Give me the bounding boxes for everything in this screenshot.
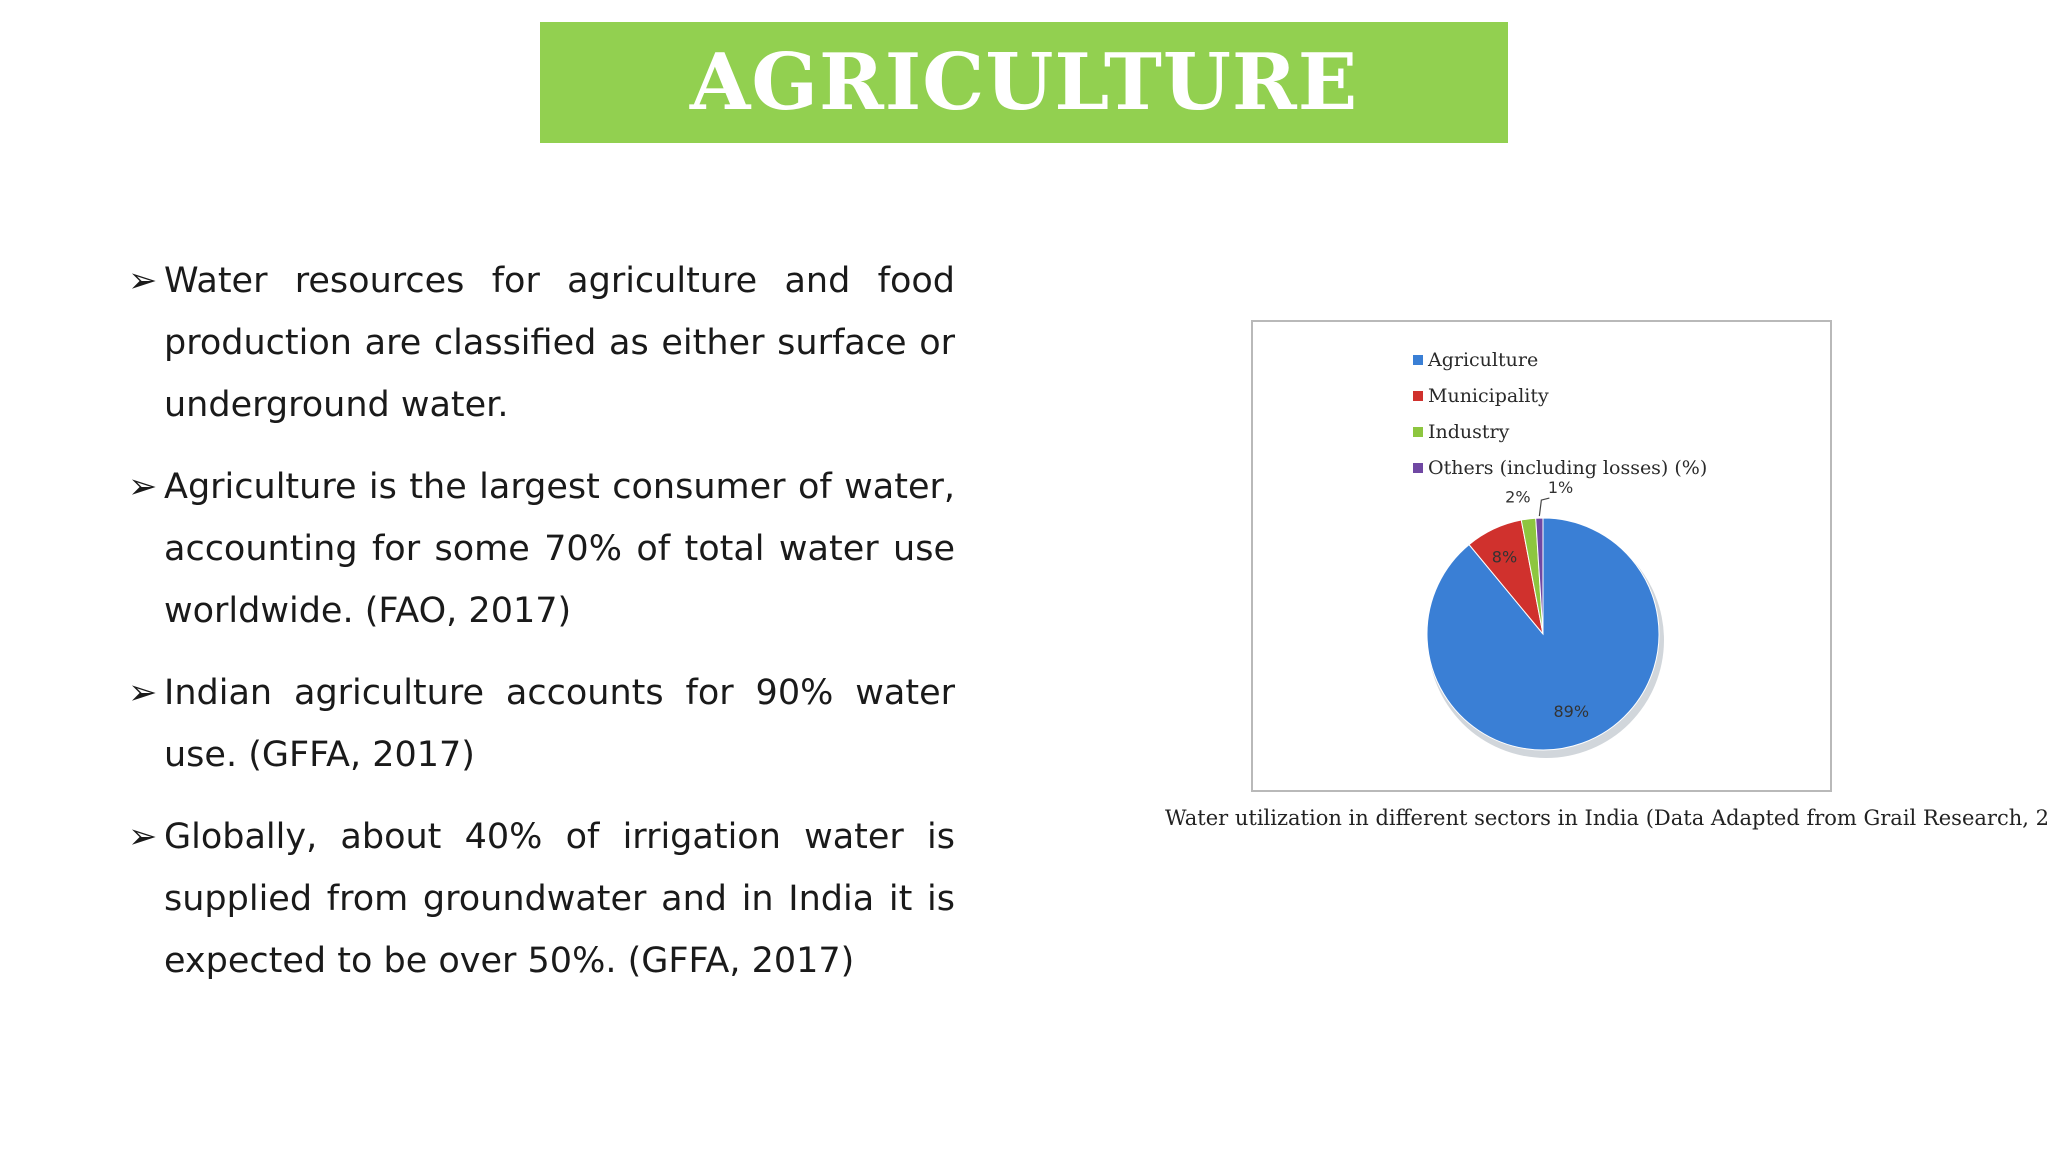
bullet-item: ➢ Agriculture is the largest consumer of… xyxy=(128,456,955,642)
chart-legend: Agriculture Municipality Industry Others… xyxy=(1413,342,1707,486)
arrow-bullet-icon: ➢ xyxy=(128,261,158,301)
arrow-bullet-icon: ➢ xyxy=(128,673,158,713)
bullet-text: Globally, about 40% of irrigation water … xyxy=(164,817,955,981)
legend-item-others: Others (including losses) (%) xyxy=(1413,450,1707,486)
bullet-item: ➢ Indian agriculture accounts for 90% wa… xyxy=(128,662,955,786)
legend-swatch xyxy=(1413,391,1423,401)
legend-label: Agriculture xyxy=(1428,349,1539,371)
title-banner: AGRICULTURE xyxy=(540,22,1508,143)
pie-data-label: 8% xyxy=(1492,548,1517,567)
bullet-text: Indian agriculture accounts for 90% wate… xyxy=(164,673,955,775)
legend-item-agriculture: Agriculture xyxy=(1413,342,1707,378)
bullet-text: Agriculture is the largest consumer of w… xyxy=(164,467,955,631)
legend-label: Municipality xyxy=(1428,385,1549,407)
arrow-bullet-icon: ➢ xyxy=(128,467,158,507)
bullet-text: Water resources for agriculture and food… xyxy=(164,261,955,425)
bullet-list: ➢ Water resources for agriculture and fo… xyxy=(128,250,955,1012)
pie-slice-others xyxy=(1535,517,1544,635)
legend-label: Others (including losses) (%) xyxy=(1428,457,1708,479)
legend-item-municipality: Municipality xyxy=(1413,378,1707,414)
bullet-item: ➢ Globally, about 40% of irrigation wate… xyxy=(128,806,955,992)
pie-chart: 89% 8% 2% 1% xyxy=(1426,478,1664,758)
legend-swatch xyxy=(1413,463,1423,473)
legend-swatch xyxy=(1413,355,1423,365)
figure-caption: Water utilization in different sectors i… xyxy=(1165,806,2048,830)
legend-item-industry: Industry xyxy=(1413,414,1707,450)
pie-data-label: 2% xyxy=(1505,488,1530,507)
legend-label: Industry xyxy=(1428,421,1510,443)
pie-chart-figure: Agriculture Municipality Industry Others… xyxy=(1251,320,1832,792)
slide-title: AGRICULTURE xyxy=(689,36,1359,128)
arrow-bullet-icon: ➢ xyxy=(128,817,158,857)
pie-leader-line xyxy=(1538,497,1550,517)
legend-swatch xyxy=(1413,427,1423,437)
pie-data-label: 1% xyxy=(1548,478,1573,497)
bullet-item: ➢ Water resources for agriculture and fo… xyxy=(128,250,955,436)
pie-data-label: 89% xyxy=(1554,702,1590,721)
